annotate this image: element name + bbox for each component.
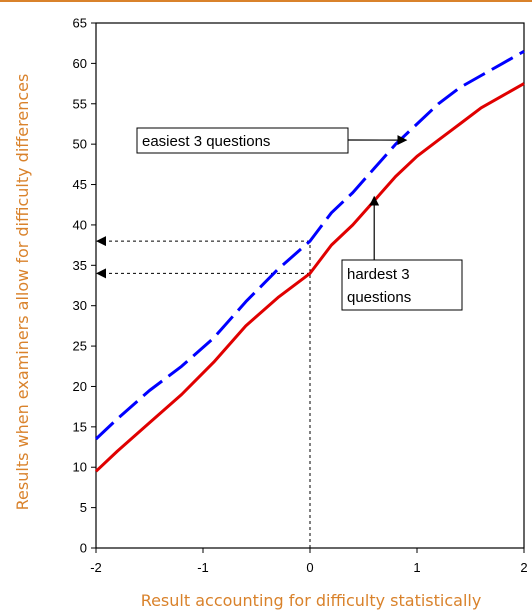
y-tick-label: 20 bbox=[73, 379, 87, 394]
reference-lines bbox=[96, 236, 311, 548]
y-tick-label: 15 bbox=[73, 419, 87, 434]
y-tick-label: 65 bbox=[73, 16, 87, 31]
series-line-hardest bbox=[94, 82, 525, 473]
y-tick-label: 55 bbox=[73, 96, 87, 111]
y-tick-label: 50 bbox=[73, 137, 87, 152]
y-tick-label: 10 bbox=[73, 460, 87, 475]
y-tick-label: 35 bbox=[73, 258, 87, 273]
y-axis: 0 5 10 15 20 25 30 35 40 45 50 55 60 65 bbox=[73, 16, 96, 556]
x-tick-label: 1 bbox=[413, 560, 420, 575]
y-tick-label: 45 bbox=[73, 177, 87, 192]
y-tick-label: 0 bbox=[80, 541, 87, 556]
x-tick-label: -1 bbox=[197, 560, 209, 575]
y-axis-title: Results when examiners allow for difficu… bbox=[13, 74, 32, 511]
x-tick-label: -2 bbox=[90, 560, 102, 575]
x-axis-title: Result accounting for difficulty statist… bbox=[141, 591, 482, 610]
y-tick-label: 5 bbox=[80, 500, 87, 515]
series-layer bbox=[94, 49, 525, 473]
y-tick-label: 30 bbox=[73, 298, 87, 313]
annotation-hardest-text-line1: hardest 3 bbox=[347, 266, 410, 283]
y-tick-label: 40 bbox=[73, 217, 87, 232]
annotation-easiest-text: easiest 3 questions bbox=[142, 133, 270, 150]
top-border-rule bbox=[0, 0, 532, 2]
y-tick-label: 60 bbox=[73, 56, 87, 71]
x-axis: -2 -1 0 1 2 bbox=[90, 548, 528, 575]
annotation-easiest: easiest 3 questions bbox=[136, 127, 408, 154]
y-tick-label: 25 bbox=[73, 339, 87, 354]
annotation-hardest-box bbox=[341, 259, 463, 311]
annotation-easiest-box bbox=[136, 127, 349, 154]
x-tick-label: 2 bbox=[520, 560, 527, 575]
annotation-hardest: hardest 3 questions bbox=[341, 195, 463, 311]
annotation-hardest-text-line2: questions bbox=[347, 289, 411, 306]
x-tick-label: 0 bbox=[306, 560, 313, 575]
series-line-easiest bbox=[94, 49, 525, 441]
